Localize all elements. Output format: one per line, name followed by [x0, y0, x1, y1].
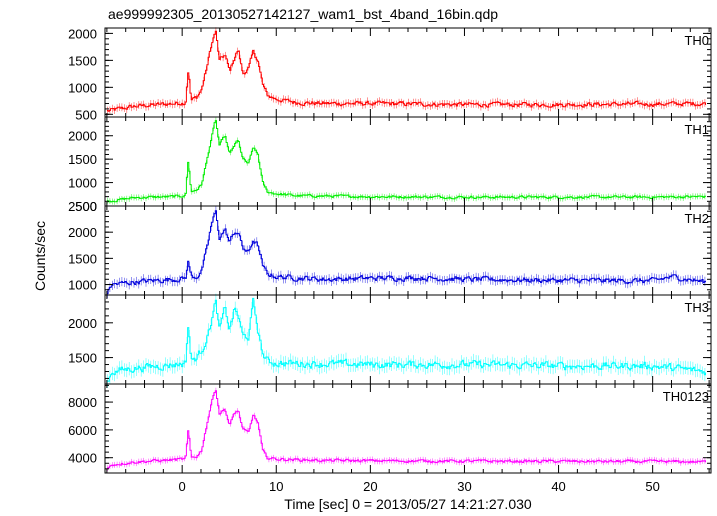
- y-tick-label: 8000: [68, 395, 97, 410]
- y-axis-label: Counts/sec: [32, 221, 48, 291]
- y-tick-label: 2500: [68, 199, 97, 214]
- x-axis-label: Time [sec] 0 = 2013/05/27 14:21:27.030: [284, 496, 532, 512]
- panel-name-label: TH1: [684, 122, 709, 137]
- y-tick-label: 1500: [68, 251, 97, 266]
- panel-th2: 1000 1500 2000 2500 TH2: [68, 199, 712, 299]
- series-line-th1: [106, 120, 706, 203]
- panel-th0123: 4000 6000 8000 TH0123: [68, 383, 712, 474]
- y-tick-label: 500: [75, 199, 97, 214]
- chart-title: ae999992305_20130527142127_wam1_bst_4ban…: [108, 6, 498, 22]
- series-line-th0: [106, 30, 706, 112]
- y-tick-label: 1500: [68, 152, 97, 167]
- y-tick-label: 6000: [68, 423, 97, 438]
- y-tick-label: 2000: [68, 225, 97, 240]
- panel-name-label: TH0123: [663, 389, 709, 404]
- series-line-th3: [106, 297, 706, 382]
- panel-th1: 500 1000 1500 2000 TH1: [68, 116, 712, 214]
- panel-frame: [104, 205, 712, 296]
- y-tick-label: 1000: [68, 278, 97, 293]
- y-tick-label: 2000: [68, 26, 97, 41]
- series-errorbars-th0123: [107, 387, 706, 472]
- series-errorbars-th0: [107, 27, 706, 115]
- series-errorbars-th1: [107, 117, 706, 205]
- panel-name-label: TH2: [684, 211, 709, 226]
- x-tick-label: 0: [179, 479, 186, 494]
- x-tick-label: 20: [363, 479, 377, 494]
- series-line-th0123: [106, 390, 706, 469]
- y-tick-label: 500: [75, 107, 97, 122]
- series-errorbars-th3: [107, 293, 706, 388]
- series-line-th2: [106, 210, 706, 295]
- y-tick-label: 2000: [68, 316, 97, 331]
- panel-frame: [104, 294, 712, 385]
- panel-frame: [104, 116, 712, 207]
- y-tick-label: 2000: [68, 129, 97, 144]
- series-errorbars-th2: [107, 206, 706, 299]
- y-tick-label: 1500: [68, 53, 97, 68]
- y-tick-label: 1000: [68, 80, 97, 95]
- y-tick-label: 4000: [68, 451, 97, 466]
- x-tick-label: 50: [645, 479, 659, 494]
- x-tick-label: 30: [457, 479, 471, 494]
- x-tick-label: 10: [269, 479, 283, 494]
- panel-name-label: TH3: [684, 300, 709, 315]
- panel-name-label: TH0: [684, 33, 709, 48]
- panel-th3: 1500 2000 TH3: [68, 293, 712, 388]
- panel-th0: 500 1000 1500 2000 TH0: [68, 26, 712, 122]
- y-tick-label: 1500: [68, 351, 97, 366]
- panel-frame: [104, 383, 712, 474]
- x-tick-label: 40: [551, 479, 565, 494]
- y-tick-label: 1000: [68, 176, 97, 191]
